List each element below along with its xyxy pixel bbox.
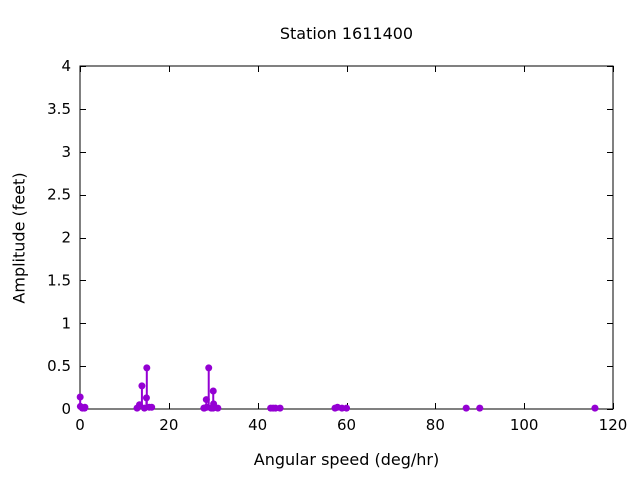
x-tick-label: 80 bbox=[426, 416, 445, 434]
y-tick-label: 2 bbox=[61, 229, 71, 247]
data-point bbox=[136, 401, 144, 409]
data-point bbox=[276, 404, 284, 412]
y-tick-label: 3 bbox=[61, 143, 71, 161]
data-point bbox=[148, 403, 156, 411]
x-tick-label: 40 bbox=[248, 416, 267, 434]
data-point bbox=[476, 404, 484, 412]
x-tick-label: 100 bbox=[510, 416, 539, 434]
y-tick-label: 0 bbox=[61, 400, 71, 418]
x-axis-title: Angular speed (deg/hr) bbox=[253, 450, 440, 469]
data-point bbox=[143, 364, 151, 372]
data-point bbox=[209, 387, 217, 395]
data-point bbox=[202, 396, 210, 404]
y-tick-label: 3.5 bbox=[47, 100, 71, 118]
data-point bbox=[462, 404, 470, 412]
data-point bbox=[343, 404, 350, 412]
data-point bbox=[214, 404, 222, 412]
plot-frame bbox=[79, 65, 614, 410]
x-tick-label: 0 bbox=[75, 416, 85, 434]
y-tick-label: 2.5 bbox=[47, 186, 71, 204]
data-point bbox=[591, 404, 599, 412]
chart-title: Station 1611400 bbox=[279, 24, 414, 43]
x-tick-label: 20 bbox=[159, 416, 178, 434]
y-tick-label: 0.5 bbox=[47, 357, 71, 375]
data-point bbox=[138, 382, 146, 390]
data-point bbox=[205, 364, 213, 372]
x-tick-label: 60 bbox=[337, 416, 356, 434]
x-tick-label: 120 bbox=[599, 416, 628, 434]
data-point bbox=[81, 403, 89, 411]
y-axis-title: Amplitude (feet) bbox=[9, 172, 29, 304]
y-tick-label: 4 bbox=[61, 57, 71, 75]
y-tick-label: 1.5 bbox=[47, 271, 71, 289]
data-point bbox=[142, 394, 150, 402]
data-point bbox=[210, 400, 218, 408]
y-tick-label: 1 bbox=[61, 314, 71, 332]
data-point bbox=[76, 393, 84, 401]
